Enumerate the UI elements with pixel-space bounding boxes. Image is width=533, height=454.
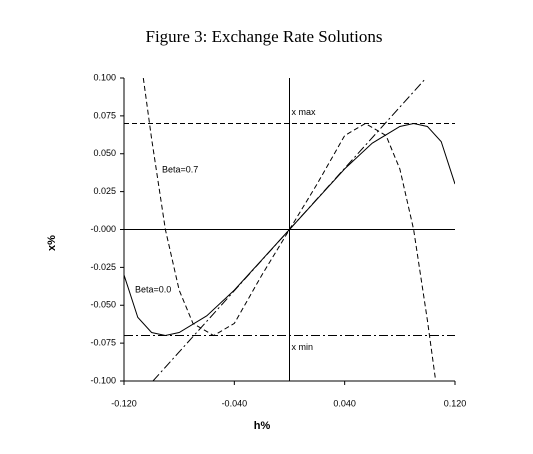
x-axis-label: h% bbox=[254, 420, 271, 432]
series-label: Beta=0.0 bbox=[135, 284, 171, 294]
x-tick-label: 0.120 bbox=[444, 398, 467, 408]
series-line bbox=[124, 122, 455, 337]
bound-label: x max bbox=[292, 107, 317, 117]
y-axis-label: x% bbox=[46, 235, 58, 251]
y-tick-label: 0.075 bbox=[93, 110, 116, 120]
x-tick-label: -0.120 bbox=[111, 398, 137, 408]
y-tick-label: -0.025 bbox=[90, 262, 116, 272]
y-tick-label: 0.050 bbox=[93, 148, 116, 158]
y-tick-label: 0.025 bbox=[93, 186, 116, 196]
bound-label: x min bbox=[292, 342, 314, 352]
chart-title: Figure 3: Exchange Rate Solutions bbox=[145, 27, 382, 46]
x-tick-label: 0.040 bbox=[333, 398, 356, 408]
x-tick-label: -0.040 bbox=[222, 398, 248, 408]
y-tick-label: -0.100 bbox=[90, 375, 116, 385]
y-tick-label: -0.000 bbox=[90, 224, 116, 234]
y-tick-label: -0.075 bbox=[90, 338, 116, 348]
series-label: Beta=0.7 bbox=[162, 164, 198, 174]
y-tick-label: 0.100 bbox=[93, 72, 116, 82]
y-tick-label: -0.050 bbox=[90, 300, 116, 310]
